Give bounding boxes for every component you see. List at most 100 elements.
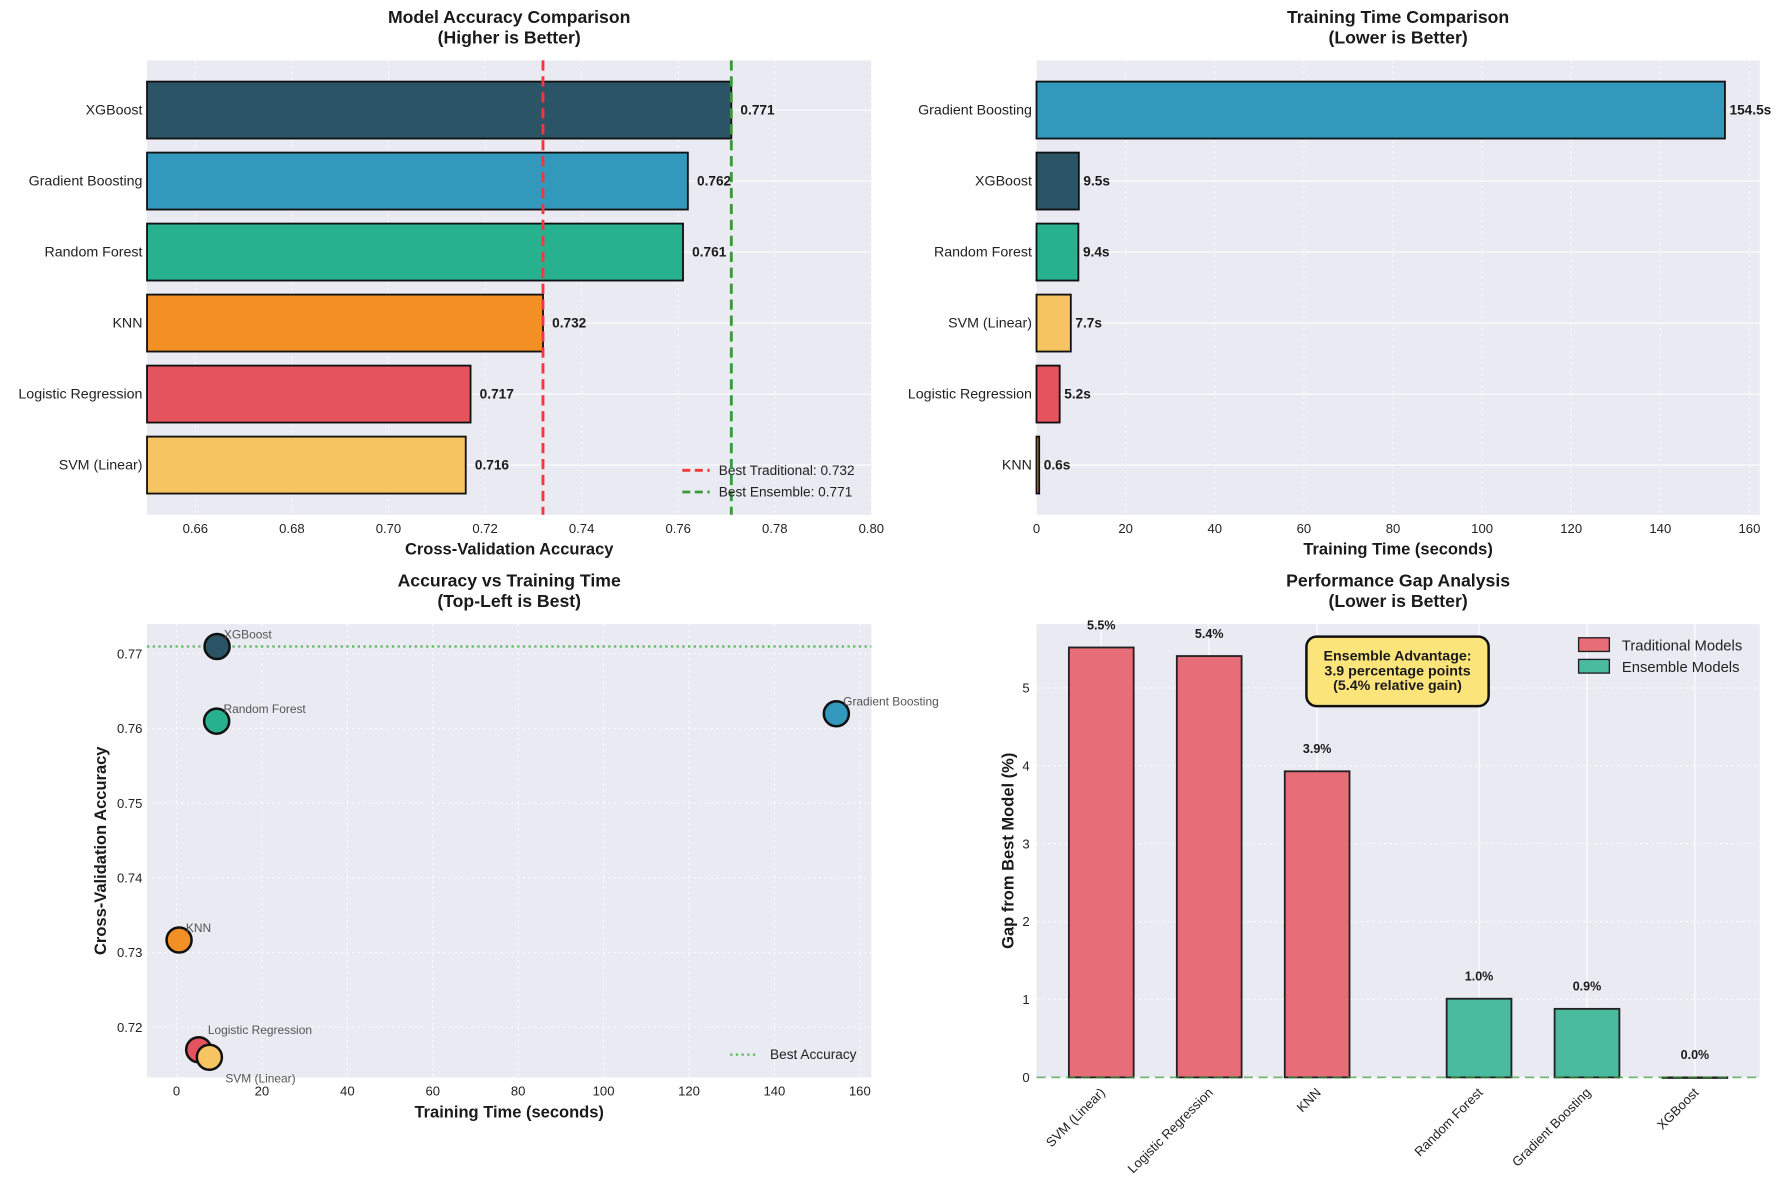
x-tick-label: 140 bbox=[1649, 521, 1671, 536]
y-tick-label: 1 bbox=[1022, 992, 1029, 1007]
x-tick-label: 20 bbox=[1118, 521, 1133, 536]
x-tick-label: 140 bbox=[763, 1084, 785, 1099]
bar-logistic-regression bbox=[1035, 364, 1061, 424]
bar-svm-linear- bbox=[146, 435, 467, 495]
x-tick-label: 0.76 bbox=[665, 521, 690, 536]
y-tick-label: Gradient Boosting bbox=[29, 174, 143, 190]
chart-title: Training Time Comparison bbox=[1287, 7, 1509, 27]
y-axis-label: Gap from Best Model (%) bbox=[1000, 753, 1018, 949]
chart-3: Accuracy vs Training Time(Top-Left is Be… bbox=[92, 571, 939, 1122]
x-tick-label: 100 bbox=[593, 1084, 615, 1099]
ensemble-advantage-annotation: Ensemble Advantage:3.9 percentage points… bbox=[1305, 635, 1490, 708]
x-tick-label: 0.80 bbox=[859, 521, 884, 536]
x-tick-label: 20 bbox=[255, 1084, 270, 1099]
y-tick-label: Logistic Regression bbox=[908, 387, 1032, 403]
legend-swatch bbox=[1577, 637, 1611, 653]
point-label: Logistic Regression bbox=[208, 1023, 312, 1037]
y-tick-label: SVM (Linear) bbox=[948, 316, 1032, 332]
x-tick-label: 0 bbox=[173, 1084, 180, 1099]
x-tick-label: 80 bbox=[1386, 521, 1401, 536]
x-tick-label: 0.70 bbox=[376, 521, 401, 536]
point-label: KNN bbox=[186, 921, 211, 935]
chart-subtitle: (Lower is Better) bbox=[1329, 27, 1468, 47]
x-axis-label: Training Time (seconds) bbox=[414, 1103, 603, 1121]
bar-svm-linear- bbox=[1067, 646, 1135, 1079]
annotation-box bbox=[1305, 635, 1490, 708]
x-tick-label: 0.72 bbox=[472, 521, 497, 536]
bar-xgboost bbox=[1035, 151, 1080, 211]
bar-value-label: 0.716 bbox=[475, 458, 510, 473]
point-knn bbox=[165, 926, 193, 954]
y-tick-label: 0 bbox=[1022, 1070, 1029, 1085]
bar-random-forest bbox=[146, 222, 684, 282]
x-axis-label: Training Time (seconds) bbox=[1303, 541, 1492, 559]
x-tick-label: 120 bbox=[1560, 521, 1582, 536]
y-tick-label: 0.77 bbox=[117, 647, 142, 662]
bar-logistic-regression bbox=[1175, 655, 1243, 1079]
bar-value-label: 0.6s bbox=[1044, 458, 1071, 473]
point-label: Random Forest bbox=[223, 702, 306, 716]
y-tick-label: 3 bbox=[1022, 836, 1029, 851]
bar-value-label: 0.761 bbox=[692, 245, 727, 260]
annotation-text: Ensemble Advantage: bbox=[1324, 649, 1472, 665]
y-tick-label: KNN bbox=[1002, 458, 1032, 474]
y-tick-label: 2 bbox=[1022, 914, 1029, 929]
chart-title: Accuracy vs Training Time bbox=[398, 571, 621, 591]
legend-label: Best Traditional: 0.732 bbox=[719, 463, 855, 478]
y-axis-label: Cross-Validation Accuracy bbox=[92, 746, 110, 955]
x-tick-label: 0.68 bbox=[279, 521, 304, 536]
y-tick-label: SVM (Linear) bbox=[59, 458, 143, 474]
legend-label: Best Ensemble: 0.771 bbox=[719, 485, 853, 500]
x-tick-label: 0.74 bbox=[569, 521, 594, 536]
point-gradient-boosting bbox=[822, 699, 851, 728]
y-tick-label: XGBoost bbox=[975, 174, 1032, 190]
bar-value-label: 0.0% bbox=[1681, 1048, 1710, 1062]
bar-value-label: 5.2s bbox=[1064, 387, 1091, 402]
point-xgboost bbox=[203, 632, 231, 661]
y-tick-label: Logistic Regression bbox=[18, 387, 142, 403]
legend-label: Best Accuracy bbox=[770, 1047, 857, 1062]
x-tick-label: Random Forest bbox=[1411, 1085, 1486, 1160]
x-tick-label: 160 bbox=[1739, 521, 1761, 536]
y-tick-label: 0.72 bbox=[117, 1020, 142, 1035]
chart-title: Performance Gap Analysis bbox=[1286, 571, 1510, 591]
y-tick-label: 0.74 bbox=[117, 871, 142, 886]
y-tick-label: Gradient Boosting bbox=[918, 103, 1032, 119]
x-tick-label: 60 bbox=[1297, 521, 1312, 536]
annotation-text: (5.4% relative gain) bbox=[1333, 678, 1462, 694]
x-tick-label: 160 bbox=[849, 1084, 871, 1099]
plot-background bbox=[147, 624, 872, 1078]
y-tick-label: 5 bbox=[1022, 681, 1029, 696]
bar-value-label: 1.0% bbox=[1465, 970, 1494, 984]
bar-knn bbox=[1283, 770, 1351, 1079]
x-tick-label: SVM (Linear) bbox=[1043, 1085, 1108, 1150]
chart-subtitle: (Higher is Better) bbox=[438, 27, 581, 47]
bar-random-forest bbox=[1035, 222, 1080, 282]
legend-swatch bbox=[1577, 658, 1611, 674]
bar-value-label: 0.717 bbox=[480, 387, 514, 402]
x-tick-label: 100 bbox=[1471, 521, 1493, 536]
bar-value-label: 0.732 bbox=[552, 316, 587, 331]
x-tick-label: 80 bbox=[511, 1084, 526, 1099]
chart-1: Model Accuracy Comparison(Higher is Bett… bbox=[18, 7, 884, 559]
y-tick-label: XGBoost bbox=[86, 103, 143, 119]
y-tick-label: Random Forest bbox=[934, 245, 1032, 261]
x-tick-label: 0.78 bbox=[762, 521, 787, 536]
y-tick-label: Random Forest bbox=[44, 245, 142, 261]
chart-4: Performance Gap Analysis(Lower is Better… bbox=[1000, 571, 1760, 1176]
y-tick-label: 0.73 bbox=[117, 945, 142, 960]
bar-xgboost bbox=[146, 80, 733, 140]
chart-subtitle: (Top-Left is Best) bbox=[437, 591, 581, 611]
bar-logistic-regression bbox=[146, 364, 472, 424]
chart-2: Training Time Comparison(Lower is Better… bbox=[908, 7, 1772, 559]
chart-title: Model Accuracy Comparison bbox=[388, 7, 630, 27]
chart-subtitle: (Lower is Better) bbox=[1329, 591, 1468, 611]
bar-gradient-boosting bbox=[146, 151, 689, 211]
point-label: XGBoost bbox=[224, 628, 272, 642]
y-tick-label: 0.75 bbox=[117, 796, 142, 811]
point-svm-linear- bbox=[195, 1043, 224, 1072]
bar-random-forest bbox=[1445, 997, 1513, 1079]
x-tick-label: 0 bbox=[1033, 521, 1040, 536]
x-tick-label: 40 bbox=[340, 1084, 355, 1099]
